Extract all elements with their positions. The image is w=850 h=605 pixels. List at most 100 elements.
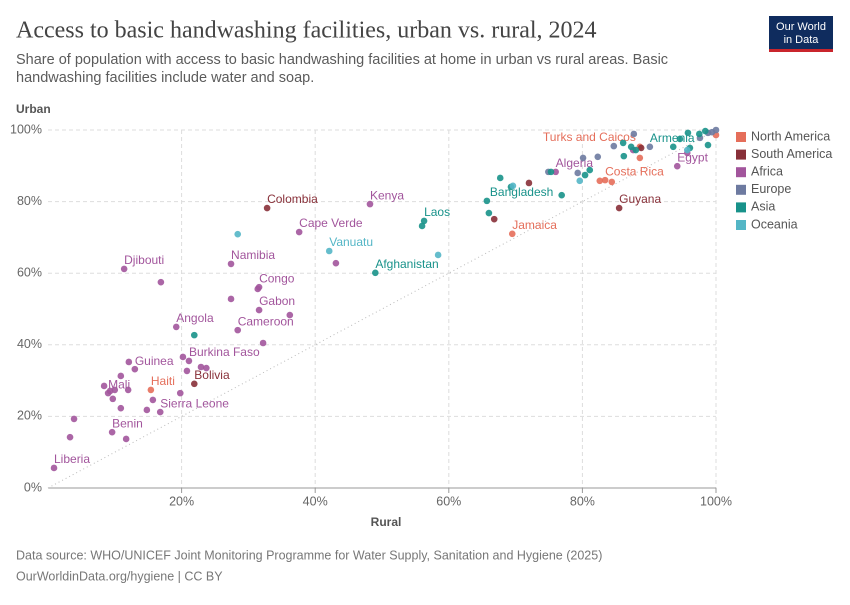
point [610,142,618,150]
point [100,382,108,390]
y-tick-label: 100% [10,122,42,136]
point [124,386,132,394]
legend-label: North America [751,129,830,143]
point [295,228,303,236]
point [227,260,235,268]
point-label: Egypt [677,150,708,164]
point [190,331,198,339]
point-label: Bolivia [194,368,230,382]
point-label: Costa Rica [605,164,664,178]
point-label: Angola [176,311,214,325]
point-label: Sierra Leone [160,396,229,410]
point [286,311,294,319]
point-label: Cameroon [238,314,294,328]
point [574,169,582,177]
x-tick-label: 80% [570,494,595,508]
point [111,386,119,394]
point [185,357,193,365]
point [608,178,616,186]
point [234,326,242,334]
point [70,415,78,423]
legend-label: South America [751,147,832,161]
point [702,127,709,135]
point [683,146,691,154]
y-tick-label: 40% [17,337,42,351]
point [632,146,640,154]
y-tick-label: 80% [17,194,42,208]
logo-text: in Data [784,34,820,46]
point [615,204,623,212]
chart-subtitle: Share of population with access to basic… [16,52,669,86]
point [547,168,555,176]
point [596,177,604,185]
point-label: Namibia [231,248,275,262]
point [508,230,516,238]
point-label: Cape Verde [299,216,363,230]
legend-label: Europe [751,182,791,196]
point [131,365,139,373]
point [525,179,533,187]
point [254,285,262,293]
point-label: Colombia [267,192,318,206]
point [117,372,125,380]
point-label: Guyana [619,192,661,206]
point [143,406,151,414]
point-label: Congo [259,271,295,285]
subtitle-box: Share of population with access to basic… [16,52,669,86]
point [179,353,187,361]
point [558,191,565,199]
point [176,389,184,397]
logo-bar [769,49,833,52]
point [325,247,333,255]
x-tick-label: 100% [700,494,732,508]
x-tick-label: 60% [436,494,461,508]
legend-swatch [736,132,746,142]
x-axis-label: Rural [371,515,402,529]
point-label: Haiti [151,374,175,388]
point [581,171,589,179]
point [108,428,116,436]
point [234,230,242,238]
point [366,200,374,208]
point-label: Benin [112,416,143,430]
logo-text: Our World [776,21,826,33]
footer: OurWorldinData.org/hygiene | CC BY [16,569,223,583]
point [117,404,125,412]
point-label: Kenya [370,188,404,202]
point-label: Gabon [259,294,295,308]
point [684,129,692,137]
point-label: Vanuatu [329,235,373,249]
point-label: Laos [424,205,450,219]
point-label: Burkina Faso [189,345,260,359]
point [594,153,602,161]
source: Data source: WHO/UNICEF Joint Monitoring… [16,548,602,562]
legend-swatch [736,167,746,178]
legend-swatch [736,202,746,213]
point [637,144,645,152]
point-label: Djibouti [124,253,164,267]
logo-box [769,16,833,50]
point [172,323,180,331]
point [619,139,627,147]
point [190,380,198,388]
x-tick-label: 40% [303,494,328,508]
point [120,265,128,273]
point-label: Jamaica [512,218,557,232]
point [109,395,117,403]
point-label: Mali [108,377,130,391]
point-label: Turks and Caicos [543,130,636,144]
point [259,339,267,347]
x-tick-label: 20% [169,494,194,508]
point [627,143,635,151]
point [147,386,155,394]
legend-label: Asia [751,200,775,214]
point [125,358,133,366]
point [122,435,130,443]
point [66,433,74,441]
legend-swatch [736,220,746,230]
point [636,154,644,162]
chart-title: Access to basic handwashing facilities, … [16,18,597,44]
point [712,126,720,134]
point-label: Bangladesh [490,185,553,199]
